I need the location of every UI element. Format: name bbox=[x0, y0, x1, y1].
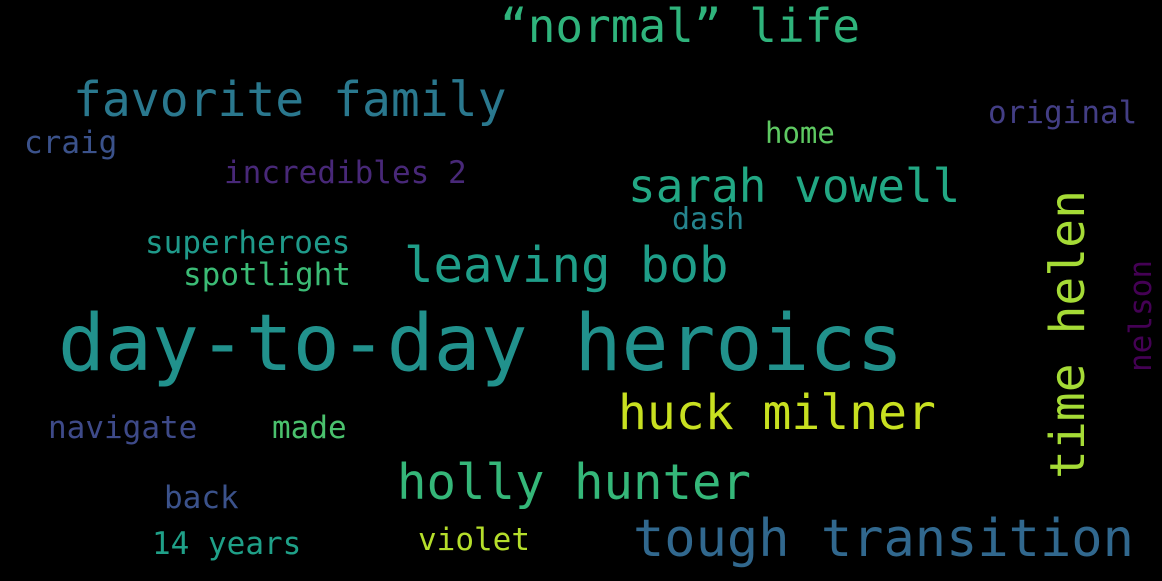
word-day-to-day-heroics: day-to-day heroics bbox=[58, 299, 904, 389]
word-dash: dash bbox=[672, 202, 745, 237]
word-tough-transition: tough transition bbox=[633, 509, 1134, 569]
word-original: original bbox=[988, 95, 1138, 131]
word-spotlight: spotlight bbox=[183, 257, 351, 293]
word-incredibles-2: incredibles 2 bbox=[224, 155, 467, 191]
word-14-years: 14 years bbox=[152, 526, 302, 562]
word-craig: craig bbox=[24, 125, 118, 161]
word-nelson: nelson bbox=[1123, 260, 1159, 372]
word-back: back bbox=[164, 480, 239, 516]
word-sarah-vowell: sarah vowell bbox=[628, 159, 961, 213]
word-navigate: navigate bbox=[48, 410, 198, 446]
word-leaving-bob: leaving bob bbox=[404, 237, 729, 294]
word-made: made bbox=[272, 410, 347, 446]
word-home: home bbox=[765, 116, 835, 150]
word-favorite-family: favorite family bbox=[73, 72, 507, 128]
word-violet: violet bbox=[418, 522, 530, 558]
word-huck-milner: huck milner bbox=[618, 385, 936, 441]
word-time-helen: time helen bbox=[1040, 190, 1096, 479]
word-holly-hunter: holly hunter bbox=[397, 454, 752, 511]
word-normal-life: “normal” life bbox=[500, 0, 861, 53]
word-superheroes: superheroes bbox=[145, 225, 351, 261]
